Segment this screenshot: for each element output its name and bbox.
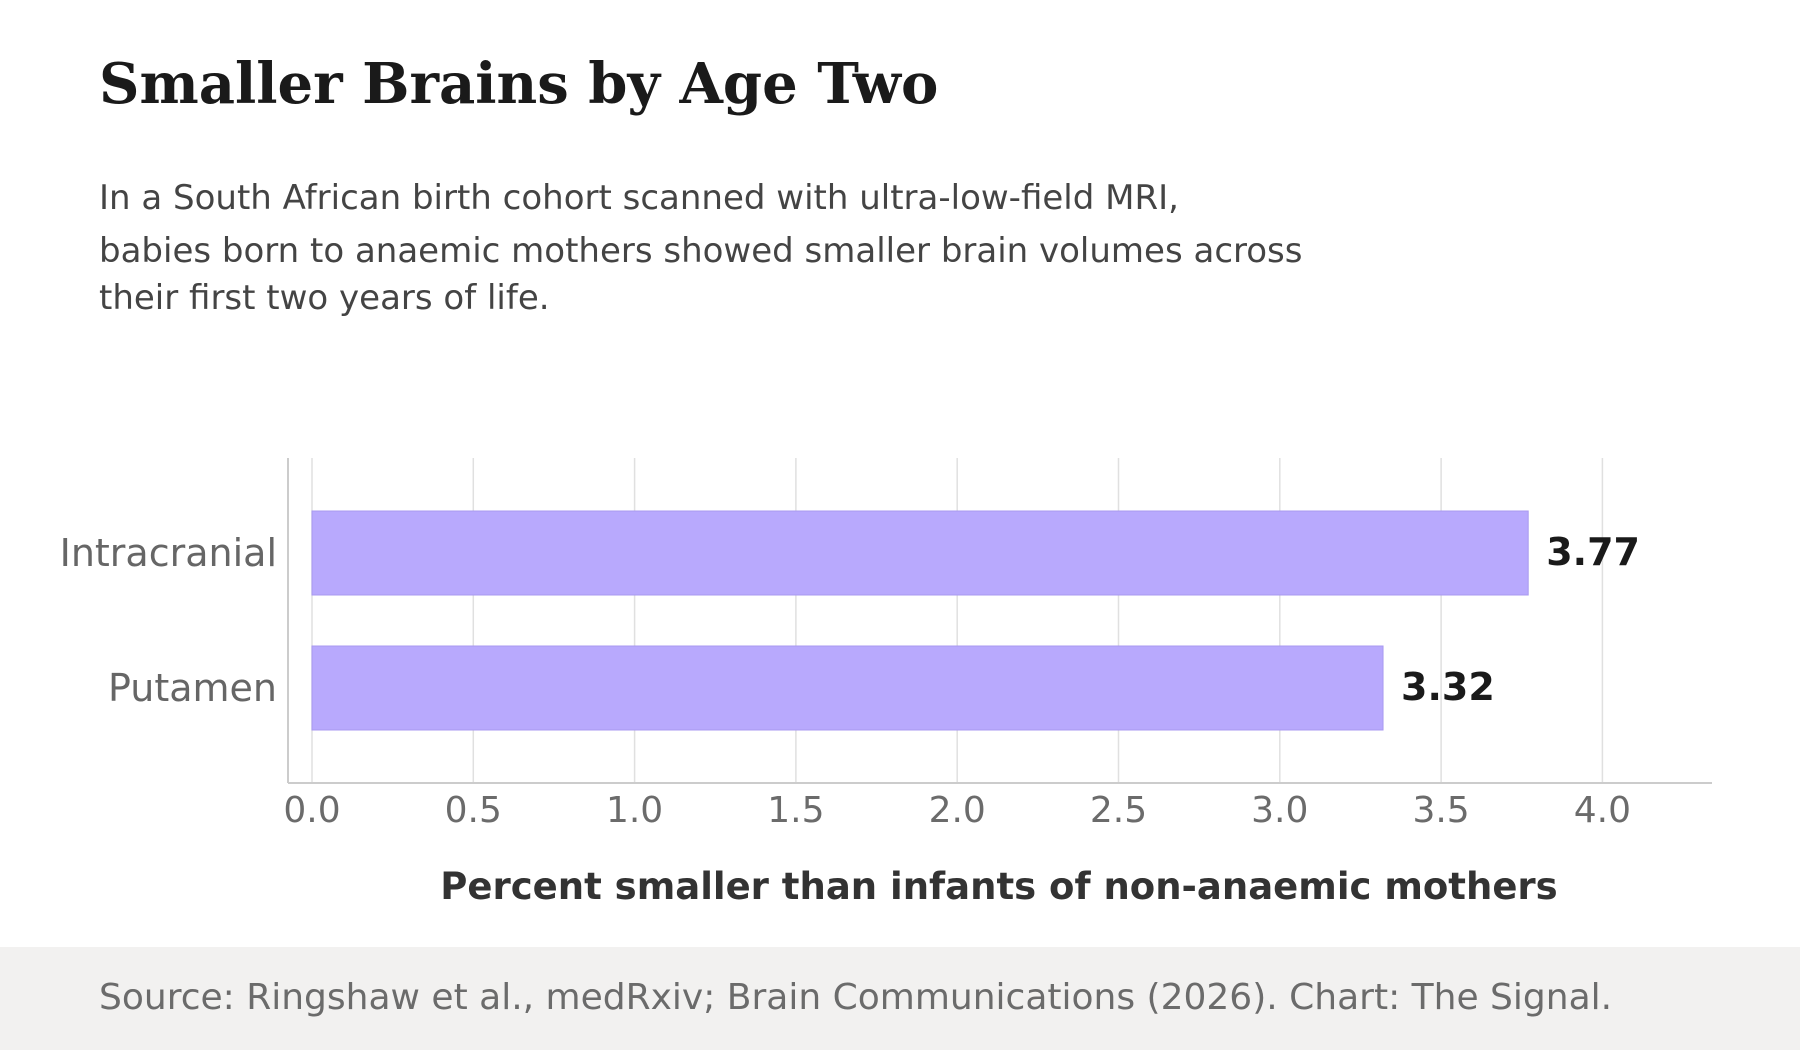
chart-title: Smaller Brains by Age Two — [99, 51, 939, 117]
source-footer: Source: Ringshaw et al., medRxiv; Brain … — [0, 947, 1800, 1050]
bar-intracranial — [311, 510, 1529, 596]
x-tick-label: 2.0 — [929, 790, 986, 831]
x-tick-label: 1.5 — [767, 790, 824, 831]
x-tick-label: 3.0 — [1251, 790, 1308, 831]
chart-subtitle-line-3: their first two years of life. — [99, 278, 550, 318]
category-label: Intracranial — [60, 531, 277, 575]
bar-putamen — [311, 645, 1384, 731]
x-tick-label: 0.5 — [445, 790, 502, 831]
chart-subtitle-line-2: babies born to anaemic mothers showed sm… — [99, 231, 1303, 271]
axes — [287, 458, 1712, 784]
x-tick-label: 0.0 — [283, 790, 340, 831]
grid-lines — [311, 458, 1604, 783]
chart-subtitle-line-1: In a South African birth cohort scanned … — [99, 178, 1179, 218]
source-text: Source: Ringshaw et al., medRxiv; Brain … — [99, 977, 1613, 1018]
x-tick-label: 2.5 — [1090, 790, 1147, 831]
x-axis-title: Percent smaller than infants of non-anae… — [440, 865, 1557, 908]
labels: 0.0 0.5 1.0 1.5 2.0 2.5 3.0 3.5 4.0 Intracranial 3… — [60, 530, 1640, 908]
bar-chart: 0.0 0.5 1.0 1.5 2.0 2.5 3.0 3.5 4.0 Intracranial 3… — [60, 458, 1712, 908]
x-tick-label: 4.0 — [1574, 790, 1631, 831]
x-tick-label: 3.5 — [1412, 790, 1469, 831]
value-label: 3.32 — [1401, 665, 1495, 709]
x-tick-label: 1.0 — [606, 790, 663, 831]
category-label: Putamen — [108, 666, 277, 710]
bars — [311, 510, 1529, 731]
value-label: 3.77 — [1546, 530, 1640, 574]
